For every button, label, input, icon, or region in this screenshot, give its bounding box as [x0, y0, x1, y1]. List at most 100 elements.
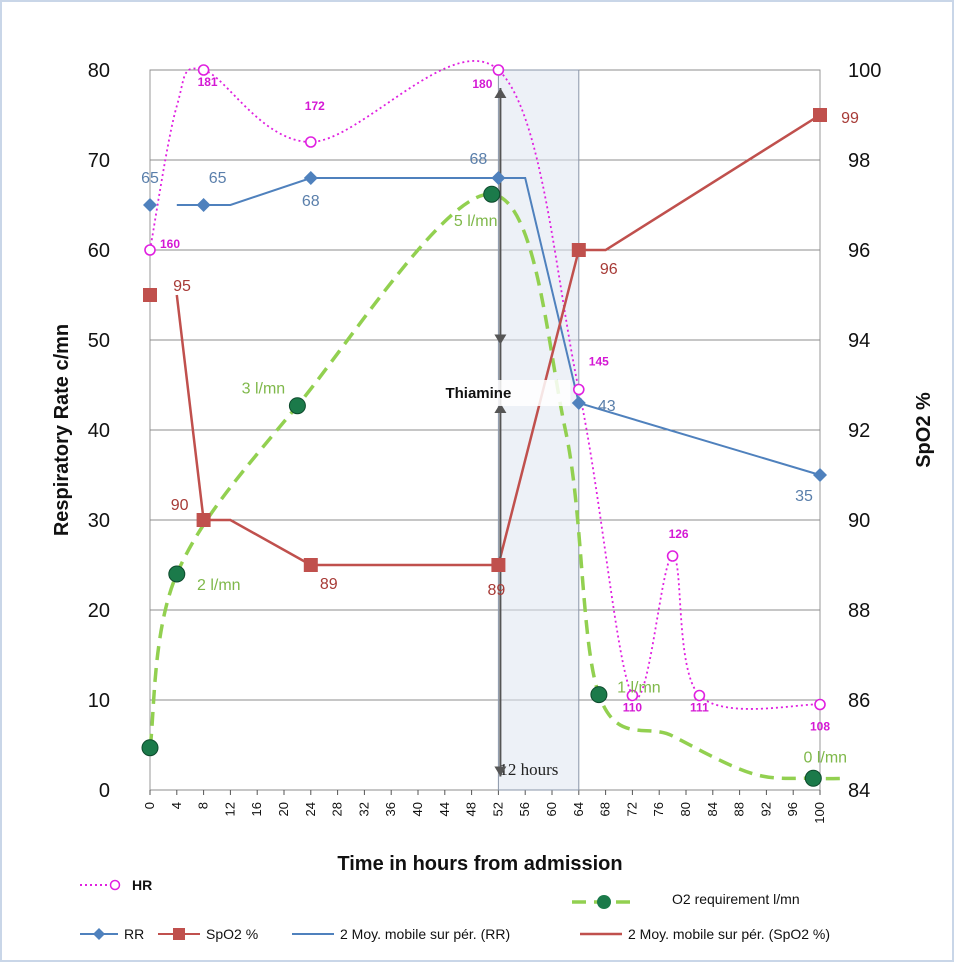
rr-data-label: 68 [302, 193, 320, 210]
hr-data-label: 160 [160, 237, 180, 251]
rr-point [491, 171, 506, 185]
right-axis-title: SpO2 % [913, 392, 935, 468]
x-axis-tick-label: 56 [517, 802, 532, 816]
spo2-point [813, 108, 827, 122]
thiamine-label: Thiamine [445, 385, 511, 402]
x-axis-tick-label: 52 [490, 802, 505, 816]
rr-data-label: 65 [209, 170, 227, 187]
left-axis-tick-label: 70 [88, 150, 110, 172]
spo2-data-label: 89 [320, 576, 338, 593]
spo2-data-label: 89 [488, 582, 506, 599]
spo2-data-label: 95 [173, 278, 191, 295]
hr-point [144, 244, 156, 256]
hr-point [304, 136, 317, 148]
right-axis-tick-label: 90 [848, 510, 870, 532]
rr-data-label: 65 [141, 170, 159, 187]
hr-point [626, 689, 639, 702]
spo2-point [491, 558, 506, 572]
x-axis-tick-label: 28 [330, 802, 345, 816]
rr-data-label: 35 [795, 488, 813, 505]
x-axis-tick-label: 44 [437, 802, 452, 816]
legend-rr-label: RR [124, 926, 144, 942]
o2-data-label: 5 l/mn [454, 213, 498, 230]
x-axis-tick-label: 84 [705, 802, 720, 816]
rr-point [303, 171, 318, 185]
hr-data-label: 111 [690, 701, 709, 715]
rr-point [813, 468, 827, 482]
hr-point [814, 698, 826, 711]
hr-point [572, 383, 585, 396]
left-axis-tick-label: 60 [88, 240, 110, 262]
rr-point [571, 396, 586, 410]
right-axis-tick-label: 92 [848, 420, 870, 442]
thiamine-arrowhead [494, 334, 507, 345]
right-axis-tick-label: 84 [848, 780, 870, 802]
x-axis-tick-label: 36 [383, 802, 398, 816]
x-axis-tick-label: 60 [544, 802, 559, 816]
left-axis-tick-label: 10 [88, 690, 110, 712]
right-axis-tick-label: 86 [848, 690, 870, 712]
o2-data-label: 3 l/mn [242, 381, 286, 398]
x-axis-tick-label: 88 [732, 802, 747, 816]
x-axis-tick-label: 96 [785, 802, 800, 816]
left-axis-tick-label: 0 [99, 780, 110, 802]
legend-o2-label: O2 requirement l/mn [672, 891, 800, 907]
hr-data-label: 181 [198, 75, 218, 89]
x-axis-tick-label: 24 [303, 802, 318, 816]
right-axis-tick-label: 94 [848, 330, 870, 352]
x-axis-tick-label: 76 [651, 802, 666, 816]
left-axis-tick-label: 40 [88, 420, 110, 442]
rr-data-label: 68 [470, 151, 488, 168]
x-axis-tick-label: 20 [276, 802, 291, 816]
x-axis-tick-label: 72 [624, 802, 639, 816]
x-axis-title: Time in hours from admission [337, 853, 622, 875]
x-axis-tick-label: 68 [598, 802, 613, 816]
x-axis-tick-label: 32 [356, 802, 371, 816]
right-axis-tick-label: 88 [848, 600, 870, 622]
legend-hr-label: HR [132, 877, 152, 893]
x-axis-tick-label: 0 [142, 802, 157, 809]
x-axis-tick-label: 12 [222, 802, 237, 816]
o2-point [804, 769, 822, 787]
o2-data-label: 1 l/mn [617, 680, 661, 697]
hr-point [666, 550, 679, 562]
x-axis-tick-label: 92 [758, 802, 773, 816]
hr-point [197, 64, 210, 76]
hr-point [693, 689, 706, 702]
legend-rr-avg-label: 2 Moy. mobile sur pér. (RR) [340, 926, 510, 942]
hr-data-label: 126 [669, 527, 689, 541]
o2-point [483, 185, 501, 203]
x-axis-tick-label: 4 [169, 802, 184, 809]
rr-data-label: 43 [598, 398, 616, 415]
spo2-data-label: 99 [841, 110, 859, 127]
rr-moving-average-line [176, 177, 821, 476]
hr-data-label: 110 [623, 701, 643, 715]
o2-data-label: 0 l/mn [804, 749, 848, 766]
x-axis-tick-label: 40 [410, 802, 425, 816]
left-axis-tick-label: 80 [88, 60, 110, 82]
spo2-data-label: 96 [600, 261, 618, 278]
right-axis-tick-label: 96 [848, 240, 870, 262]
thiamine-arrowhead [494, 403, 507, 413]
o2-data-label: 2 l/mn [197, 577, 241, 594]
legend-o2-marker [597, 895, 611, 909]
left-axis-tick-label: 30 [88, 510, 110, 532]
legend-hr-marker [109, 879, 121, 891]
hr-data-label: 172 [305, 99, 325, 113]
twelve-hours-label: 12 hours [499, 760, 558, 779]
thiamine-label-bg [430, 380, 571, 406]
legend-rr-marker [93, 928, 105, 940]
left-axis-tick-label: 50 [88, 330, 110, 352]
hr-data-label: 180 [472, 77, 492, 91]
thiamine-arrowhead [494, 766, 507, 777]
left-axis-title: Respiratory Rate c/mn [51, 324, 73, 536]
x-axis-tick-label: 80 [678, 802, 693, 816]
right-axis-tick-label: 100 [848, 60, 881, 82]
x-axis-tick-label: 16 [249, 802, 264, 816]
legend-spo2-avg-label: 2 Moy. mobile sur pér. (SpO2 %) [628, 926, 830, 942]
rr-point [143, 198, 157, 212]
spo2-data-label: 90 [171, 497, 189, 514]
o2-point [590, 686, 608, 704]
x-axis-tick-label: 48 [464, 802, 479, 816]
